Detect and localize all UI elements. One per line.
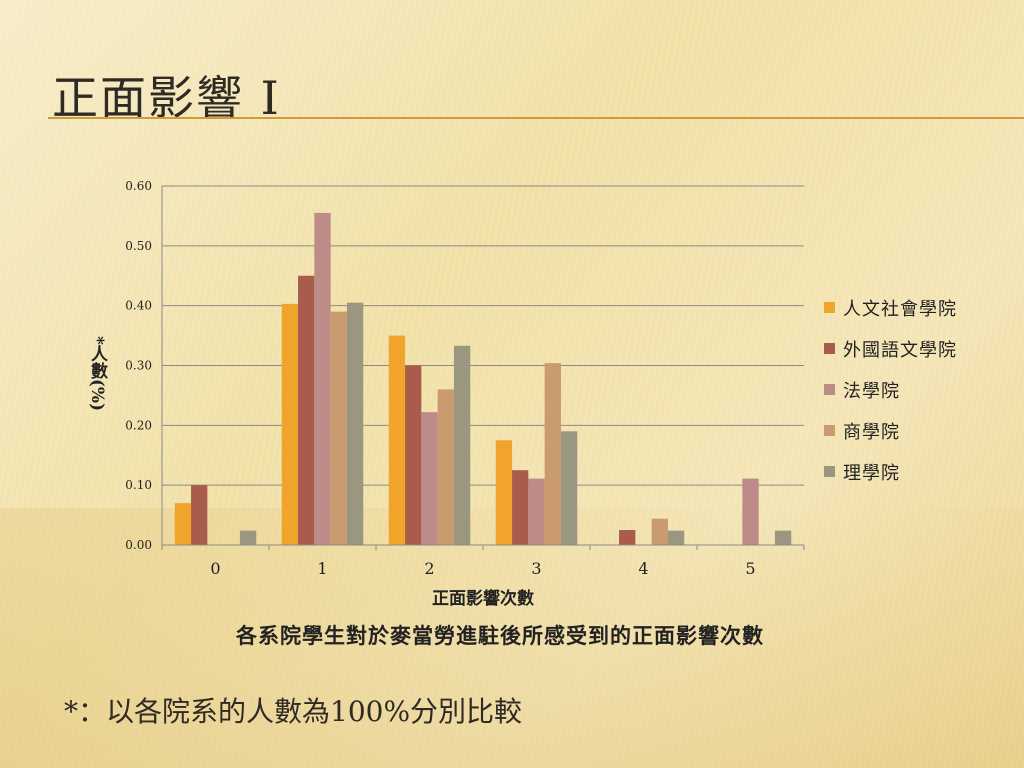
x-axis-title: 正面影響次數 bbox=[432, 588, 534, 609]
bar bbox=[388, 335, 406, 545]
chart-axes bbox=[161, 186, 805, 550]
chart-bars bbox=[174, 212, 792, 546]
footnote: *：以各院系的人數為100%分別比較 bbox=[64, 695, 523, 728]
bar bbox=[742, 478, 759, 545]
bar bbox=[437, 389, 454, 545]
x-tick-label: 3 bbox=[531, 559, 541, 578]
bar bbox=[528, 478, 545, 545]
bar bbox=[298, 275, 315, 545]
legend-swatch bbox=[824, 343, 835, 354]
bar bbox=[495, 440, 513, 545]
y-tick-label: 0.00 bbox=[125, 538, 152, 552]
chart-tick-labels: 0.00 0.10 0.20 0.30 0.40 0.50 0.60 0 1 2 3 4 5 bbox=[125, 179, 755, 578]
bar bbox=[405, 365, 422, 545]
bar bbox=[330, 311, 347, 545]
bar bbox=[421, 412, 438, 545]
chart-legend: 人文社會學院 外國語文學院 法學院商學院理學院 bbox=[824, 287, 957, 492]
bar bbox=[239, 530, 257, 545]
x-tick-label: 5 bbox=[745, 559, 755, 578]
bar bbox=[544, 363, 561, 545]
bar bbox=[774, 530, 792, 545]
y-axis-title: *人數(%) bbox=[87, 336, 107, 412]
legend-item: 外國語文學院 bbox=[824, 328, 957, 369]
bar bbox=[191, 485, 208, 545]
x-tick-label: 2 bbox=[424, 559, 434, 578]
x-tick-label: 1 bbox=[317, 559, 327, 578]
bar bbox=[174, 503, 192, 545]
bar bbox=[560, 431, 578, 545]
legend-item: 商學院 bbox=[824, 410, 957, 451]
y-tick-label: 0.20 bbox=[125, 418, 152, 432]
legend-swatch bbox=[824, 302, 835, 313]
x-tick-label: 0 bbox=[210, 559, 220, 578]
bar bbox=[619, 530, 636, 545]
bar bbox=[512, 470, 529, 545]
y-tick-label: 0.30 bbox=[125, 359, 152, 373]
legend-label: 人文社會學院 bbox=[843, 298, 957, 320]
legend-label: 外國語文學院 bbox=[843, 339, 957, 361]
y-tick-label: 0.40 bbox=[125, 299, 152, 313]
y-tick-label: 0.10 bbox=[125, 478, 152, 492]
legend-item: 理學院 bbox=[824, 451, 957, 492]
chart-gridlines bbox=[162, 185, 804, 486]
y-tick-label: 0.50 bbox=[125, 239, 152, 253]
bar bbox=[281, 303, 299, 545]
legend-swatch bbox=[824, 425, 835, 436]
legend-item: 法學院 bbox=[824, 369, 957, 410]
bar bbox=[667, 530, 685, 545]
bar bbox=[314, 212, 331, 546]
bar bbox=[453, 345, 471, 545]
y-tick-label: 0.60 bbox=[125, 179, 152, 193]
legend-item: 人文社會學院 bbox=[824, 287, 957, 328]
legend-label: 法學院 bbox=[843, 380, 900, 402]
bar bbox=[346, 302, 364, 545]
x-tick-label: 4 bbox=[638, 559, 648, 578]
bar bbox=[651, 518, 668, 545]
chart-caption: 各系院學生對於麥當勞進駐後所感受到的正面影響次數 bbox=[236, 623, 764, 648]
title-divider bbox=[48, 117, 1024, 119]
legend-label: 理學院 bbox=[843, 462, 900, 484]
slide-title: 正面影響 I bbox=[52, 71, 281, 125]
legend-swatch bbox=[824, 384, 835, 395]
legend-label: 商學院 bbox=[843, 421, 900, 443]
legend-swatch bbox=[824, 466, 835, 477]
